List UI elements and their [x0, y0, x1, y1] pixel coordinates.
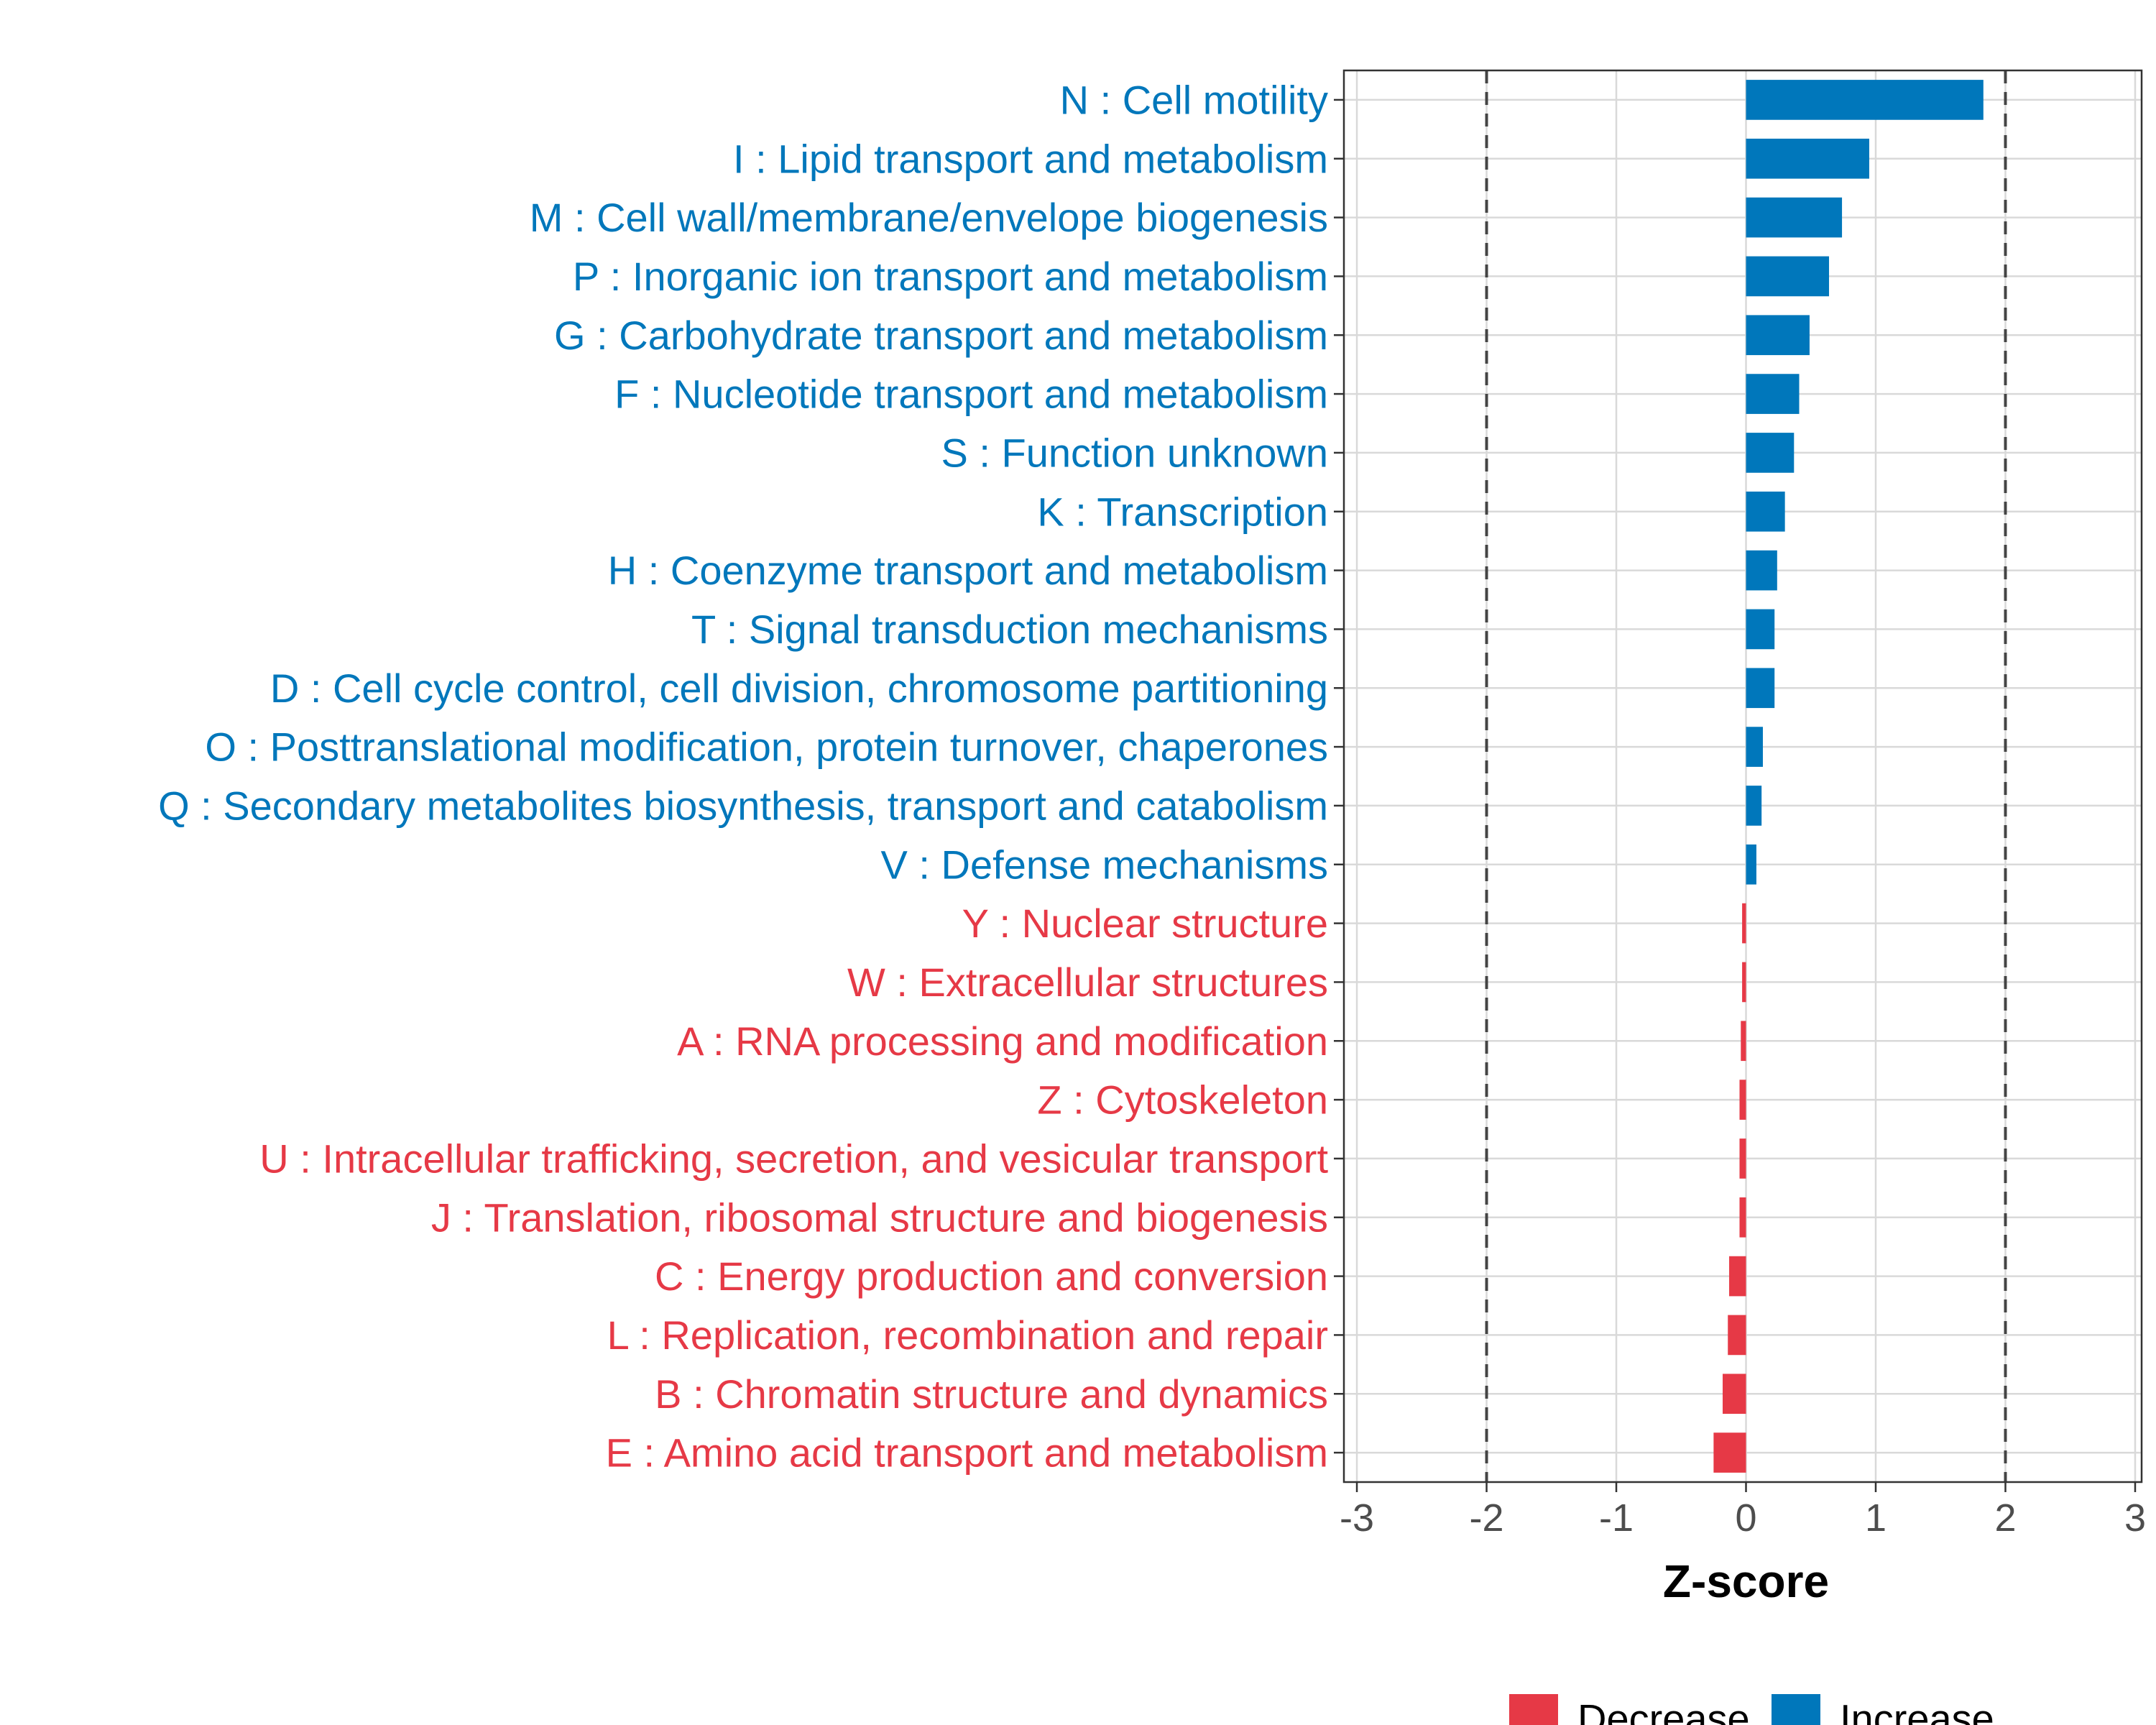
bar [1739, 1138, 1746, 1179]
bar [1746, 550, 1777, 591]
y-category-label: D : Cell cycle control, cell division, c… [270, 666, 1328, 711]
x-axis-ticks: -3 -2 -1 0 1 2 3 [1340, 1482, 2146, 1540]
bar [1746, 374, 1800, 414]
x-tick-label: 3 [2124, 1496, 2146, 1540]
y-category-label: A : RNA processing and modification [677, 1018, 1328, 1064]
y-category-label: O : Posttranslational modification, prot… [205, 724, 1328, 770]
x-tick-label: 0 [1735, 1496, 1756, 1540]
y-category-label: S : Function unknown [941, 430, 1328, 475]
x-axis-title: Z-score [1663, 1555, 1829, 1607]
bar [1746, 256, 1830, 297]
bar [1723, 1374, 1746, 1414]
y-category-label: N : Cell motility [1060, 77, 1328, 122]
legend: Decrease Increase [1509, 1694, 1994, 1725]
y-category-label: T : Signal transduction mechanisms [691, 607, 1328, 652]
legend-swatch [1772, 1694, 1820, 1725]
x-tick-label: -1 [1599, 1496, 1634, 1540]
bar [1746, 668, 1775, 709]
y-category-label: Z : Cytoskeleton [1037, 1077, 1328, 1123]
bar [1746, 491, 1785, 532]
bar [1742, 962, 1746, 1003]
y-category-label: Y : Nuclear structure [962, 901, 1328, 946]
y-category-label: I : Lipid transport and metabolism [733, 136, 1328, 181]
bar [1746, 844, 1756, 885]
bar [1746, 786, 1762, 826]
y-axis-category-labels: N : Cell motility I : Lipid transport and… [158, 77, 1328, 1475]
x-tick-label: 1 [1865, 1496, 1886, 1540]
bar [1742, 903, 1746, 944]
reference-lines [1485, 70, 2007, 1482]
bar [1713, 1432, 1746, 1473]
bar [1746, 433, 1795, 473]
y-category-label: E : Amino acid transport and metabolism [606, 1430, 1328, 1476]
y-category-label: V : Defense mechanisms [881, 842, 1328, 887]
y-category-label: G : Carbohydrate transport and metabolis… [554, 313, 1328, 358]
y-category-label: P : Inorganic ion transport and metaboli… [573, 254, 1328, 299]
x-tick-label: -3 [1340, 1496, 1374, 1540]
y-category-label: H : Coenzyme transport and metabolism [608, 548, 1328, 593]
bars [1713, 80, 1984, 1473]
y-category-label: W : Extracellular structures [847, 960, 1328, 1005]
bar [1746, 138, 1869, 179]
bar [1741, 1021, 1746, 1062]
y-category-label: B : Chromatin structure and dynamics [655, 1371, 1328, 1417]
x-tick-label: 2 [1994, 1496, 2016, 1540]
bar [1746, 727, 1763, 767]
y-axis-ticks [1334, 98, 1344, 1454]
panel-border [1342, 69, 2143, 1484]
y-category-label: L : Replication, recombination and repai… [607, 1312, 1328, 1358]
bar [1739, 1197, 1746, 1238]
x-tick-label: -2 [1470, 1496, 1504, 1540]
legend-label: Increase [1840, 1696, 1994, 1725]
bar [1746, 315, 1810, 356]
y-category-label: C : Energy production and conversion [655, 1254, 1328, 1299]
legend-label: Decrease [1577, 1696, 1750, 1725]
legend-swatch [1509, 1694, 1558, 1725]
y-category-label: J : Translation, ribosomal structure and… [431, 1195, 1328, 1240]
bar [1728, 1315, 1746, 1356]
y-category-label: F : Nucleotide transport and metabolism [614, 372, 1328, 417]
y-category-label: K : Transcription [1037, 489, 1328, 534]
y-category-label: U : Intracellular trafficking, secretion… [259, 1136, 1328, 1181]
bar [1729, 1256, 1746, 1297]
y-category-label: Q : Secondary metabolites biosynthesis, … [158, 783, 1328, 828]
y-category-label: M : Cell wall/membrane/envelope biogenes… [530, 195, 1328, 240]
bar [1746, 197, 1843, 238]
bar [1739, 1080, 1746, 1120]
bar [1746, 80, 1984, 120]
bar [1746, 609, 1775, 650]
